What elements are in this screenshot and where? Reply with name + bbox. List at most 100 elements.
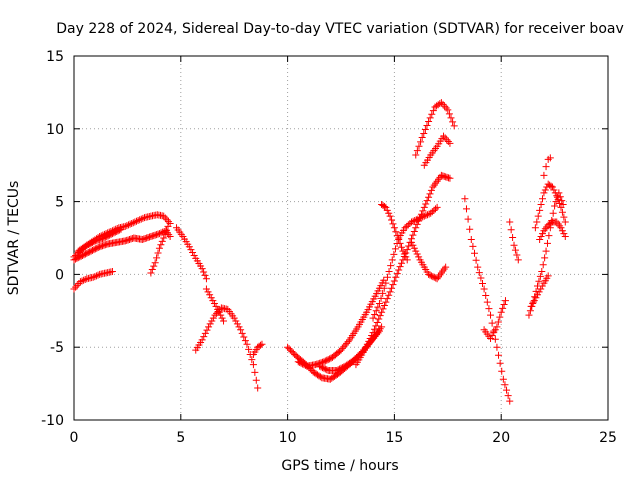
data-point <box>200 333 208 341</box>
data-point <box>561 233 569 241</box>
data-point <box>238 329 246 337</box>
data-point <box>230 314 238 322</box>
data-point <box>427 272 435 280</box>
data-point <box>464 215 472 223</box>
data-point <box>426 190 434 198</box>
data-point <box>372 322 380 330</box>
data-point <box>494 318 502 326</box>
data-point <box>372 307 380 315</box>
data-point <box>87 247 95 255</box>
data-point <box>395 235 403 243</box>
data-point <box>385 291 393 299</box>
data-point <box>413 250 421 258</box>
data-point <box>189 249 197 257</box>
data-point <box>415 214 423 222</box>
data-point <box>206 320 214 328</box>
y-tick-label: 0 <box>55 267 64 283</box>
data-point <box>386 288 394 296</box>
data-point <box>369 314 377 322</box>
data-point <box>93 244 101 252</box>
data-point <box>541 254 549 262</box>
y-tick-label: 5 <box>55 195 64 211</box>
data-point <box>343 339 351 347</box>
data-point <box>70 256 78 264</box>
data-point <box>475 269 483 277</box>
data-point <box>558 227 566 235</box>
data-point <box>412 247 420 255</box>
data-point <box>369 329 377 337</box>
data-point <box>409 217 417 225</box>
data-point <box>444 106 452 114</box>
data-point <box>111 228 119 236</box>
data-point <box>89 246 97 254</box>
data-point <box>72 283 80 291</box>
data-point <box>71 255 79 263</box>
data-point <box>83 241 91 249</box>
data-point <box>504 392 512 400</box>
data-point <box>375 315 383 323</box>
data-point <box>158 237 166 245</box>
data-point <box>320 364 328 372</box>
data-point <box>398 243 406 251</box>
data-point <box>531 224 539 232</box>
data-point <box>121 222 129 230</box>
data-point <box>323 356 331 364</box>
data-point <box>139 214 147 222</box>
data-point <box>86 248 94 256</box>
data-point <box>232 317 240 325</box>
data-point <box>200 268 208 276</box>
data-point <box>546 154 554 162</box>
data-point <box>338 344 346 352</box>
data-point <box>446 139 454 147</box>
x-axis-label: GPS time / hours <box>281 458 398 474</box>
data-point <box>507 226 515 234</box>
data-point <box>89 273 97 281</box>
data-point <box>447 114 455 122</box>
data-point <box>469 242 477 250</box>
data-point <box>187 246 195 254</box>
data-point <box>383 273 391 281</box>
data-point <box>340 363 348 371</box>
data-point <box>527 302 535 310</box>
data-point <box>439 100 447 108</box>
series-arc9 <box>249 340 266 358</box>
data-point <box>106 231 114 239</box>
data-point <box>415 253 423 261</box>
data-point <box>81 275 89 283</box>
data-point <box>209 297 217 305</box>
data-point <box>91 273 99 281</box>
data-point <box>402 253 410 261</box>
data-point <box>442 263 450 271</box>
data-point <box>440 132 448 140</box>
data-point <box>110 229 118 237</box>
data-point <box>285 345 293 353</box>
data-point <box>545 232 553 240</box>
data-point <box>326 355 334 363</box>
data-point <box>437 99 445 107</box>
data-point <box>503 386 511 394</box>
data-point <box>403 246 411 254</box>
data-point <box>388 216 396 224</box>
data-point <box>420 212 428 220</box>
x-tick-label: 10 <box>279 430 297 446</box>
data-point <box>73 254 81 262</box>
data-point <box>84 241 92 249</box>
data-point <box>529 298 537 306</box>
data-point <box>499 304 507 312</box>
series-arc15 <box>378 201 411 264</box>
data-point <box>296 358 304 366</box>
data-point <box>190 251 198 259</box>
data-point <box>94 271 102 279</box>
data-point <box>157 229 165 237</box>
data-point <box>488 332 496 340</box>
data-point <box>363 340 371 348</box>
data-point <box>425 270 433 278</box>
data-point <box>436 100 444 108</box>
data-point <box>561 218 569 226</box>
data-point <box>316 362 324 370</box>
data-point <box>249 361 257 369</box>
data-point <box>462 205 470 213</box>
data-point <box>375 300 383 308</box>
data-point <box>113 227 121 235</box>
data-point <box>385 209 393 217</box>
